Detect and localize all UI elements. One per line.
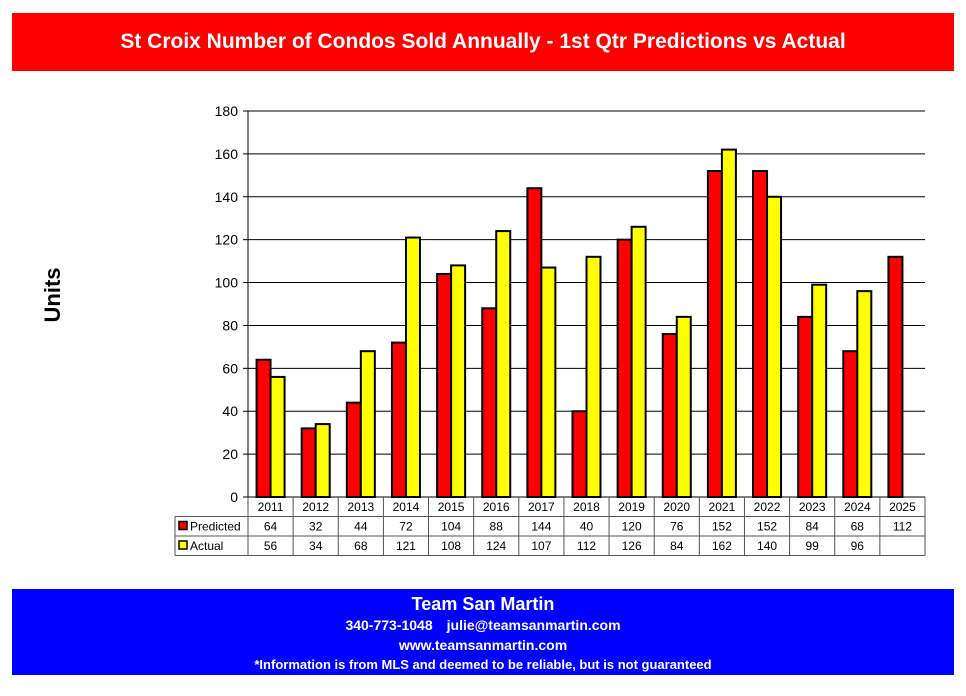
data-label: 120 bbox=[622, 520, 642, 534]
email-address[interactable]: julie@teamsanmartin.com bbox=[446, 617, 621, 633]
data-label: 121 bbox=[396, 539, 416, 553]
disclaimer: *Information is from MLS and deemed to b… bbox=[254, 657, 712, 672]
data-label: 144 bbox=[531, 520, 551, 534]
bar-predicted-2021 bbox=[706, 170, 723, 499]
legend-label-predicted: Predicted bbox=[190, 520, 241, 534]
data-label: 112 bbox=[577, 539, 596, 553]
x-tick-label: 2013 bbox=[347, 500, 374, 514]
bar-predicted-2012 bbox=[300, 427, 317, 498]
data-label: 140 bbox=[757, 539, 777, 553]
data-label: 68 bbox=[851, 520, 865, 534]
x-tick-label: 2016 bbox=[483, 500, 510, 514]
bar-actual-2021 bbox=[720, 148, 737, 498]
bar-predicted-2011 bbox=[255, 358, 272, 498]
x-tick-label: 2014 bbox=[393, 500, 420, 514]
bar-predicted-2019 bbox=[616, 238, 633, 499]
bar-predicted-2016 bbox=[481, 307, 498, 498]
bar-predicted-2017 bbox=[526, 187, 543, 498]
bar-predicted-2023 bbox=[797, 315, 814, 498]
y-tick-label: 0 bbox=[230, 489, 238, 505]
bar-predicted-2022 bbox=[752, 170, 769, 499]
bar-actual-2018 bbox=[585, 255, 602, 499]
legend-swatch-actual bbox=[178, 540, 188, 550]
data-label: 72 bbox=[399, 520, 413, 534]
data-label: 96 bbox=[851, 539, 865, 553]
y-tick-label: 100 bbox=[215, 275, 239, 291]
y-tick-label: 120 bbox=[215, 232, 239, 248]
x-tick-label: 2019 bbox=[618, 500, 645, 514]
x-tick-label: 2012 bbox=[302, 500, 329, 514]
x-tick-label: 2023 bbox=[799, 500, 826, 514]
contact-line: 340-773-1048 julie@teamsanmartin.com bbox=[12, 615, 954, 635]
website-link[interactable]: www.teamsanmartin.com bbox=[398, 637, 568, 653]
data-label: 56 bbox=[264, 539, 278, 553]
data-label: 152 bbox=[712, 520, 732, 534]
chart-title: St Croix Number of Condos Sold Annually … bbox=[120, 30, 846, 53]
bar-actual-2024 bbox=[856, 290, 873, 498]
data-label: 44 bbox=[354, 520, 368, 534]
bar-actual-2014 bbox=[404, 236, 421, 498]
bar-actual-2023 bbox=[811, 283, 828, 499]
legend-swatch-predicted bbox=[178, 520, 188, 531]
data-label: 32 bbox=[309, 520, 323, 534]
y-tick-label: 160 bbox=[215, 146, 239, 162]
x-tick-label: 2021 bbox=[709, 500, 736, 514]
data-label: 84 bbox=[670, 539, 684, 553]
x-tick-label: 2018 bbox=[573, 500, 600, 514]
y-tick-label: 60 bbox=[222, 360, 238, 376]
bar-actual-2017 bbox=[540, 266, 557, 498]
bar-actual-2022 bbox=[766, 195, 783, 498]
data-label: 88 bbox=[490, 520, 504, 534]
x-tick-label: 2015 bbox=[438, 500, 465, 514]
y-tick-label: 20 bbox=[222, 446, 238, 462]
bar-predicted-2025 bbox=[887, 255, 904, 499]
data-label: 34 bbox=[309, 539, 323, 553]
bar-actual-2020 bbox=[675, 315, 692, 498]
y-tick-label: 180 bbox=[215, 103, 239, 119]
bar-actual-2019 bbox=[630, 225, 647, 499]
x-tick-label: 2017 bbox=[528, 500, 555, 514]
legend-label-actual: Actual bbox=[190, 539, 223, 553]
bar-actual-2012 bbox=[314, 423, 331, 499]
bar-predicted-2013 bbox=[345, 401, 362, 498]
data-label: 84 bbox=[805, 520, 819, 534]
data-label: 76 bbox=[670, 520, 684, 534]
bar-predicted-2018 bbox=[571, 410, 588, 499]
bar-predicted-2015 bbox=[436, 272, 453, 498]
data-label: 108 bbox=[441, 539, 461, 553]
data-label: 104 bbox=[441, 520, 461, 534]
x-tick-label: 2024 bbox=[844, 500, 871, 514]
data-label: 124 bbox=[486, 539, 506, 553]
data-label: 162 bbox=[712, 539, 732, 553]
x-tick-label: 2025 bbox=[889, 500, 916, 514]
data-label: 107 bbox=[531, 539, 551, 553]
y-tick-label: 40 bbox=[222, 403, 238, 419]
y-tick-label: 140 bbox=[215, 189, 239, 205]
company-name: Team San Martin bbox=[411, 594, 555, 614]
data-label: 99 bbox=[805, 539, 819, 553]
footer-banner: Team San Martin 340-773-1048 julie@teamsa… bbox=[12, 589, 954, 675]
bar-predicted-2014 bbox=[390, 341, 407, 498]
bar-predicted-2020 bbox=[661, 333, 678, 498]
y-tick-label: 80 bbox=[222, 317, 238, 333]
title-banner: St Croix Number of Condos Sold Annually … bbox=[12, 13, 954, 71]
bar-actual-2013 bbox=[359, 350, 376, 498]
data-label: 112 bbox=[893, 520, 912, 534]
bar-predicted-2024 bbox=[842, 350, 859, 498]
data-label: 68 bbox=[354, 539, 368, 553]
x-tick-label: 2020 bbox=[663, 500, 690, 514]
x-tick-label: 2022 bbox=[754, 500, 781, 514]
phone-number: 340-773-1048 bbox=[345, 617, 433, 633]
data-label: 64 bbox=[264, 520, 278, 534]
bar-actual-2015 bbox=[450, 264, 467, 498]
data-label: 126 bbox=[622, 539, 642, 553]
bar-actual-2016 bbox=[495, 230, 512, 498]
bar-actual-2011 bbox=[269, 375, 286, 498]
data-label: 40 bbox=[580, 520, 594, 534]
data-label: 152 bbox=[757, 520, 777, 534]
x-tick-label: 2011 bbox=[258, 500, 284, 514]
